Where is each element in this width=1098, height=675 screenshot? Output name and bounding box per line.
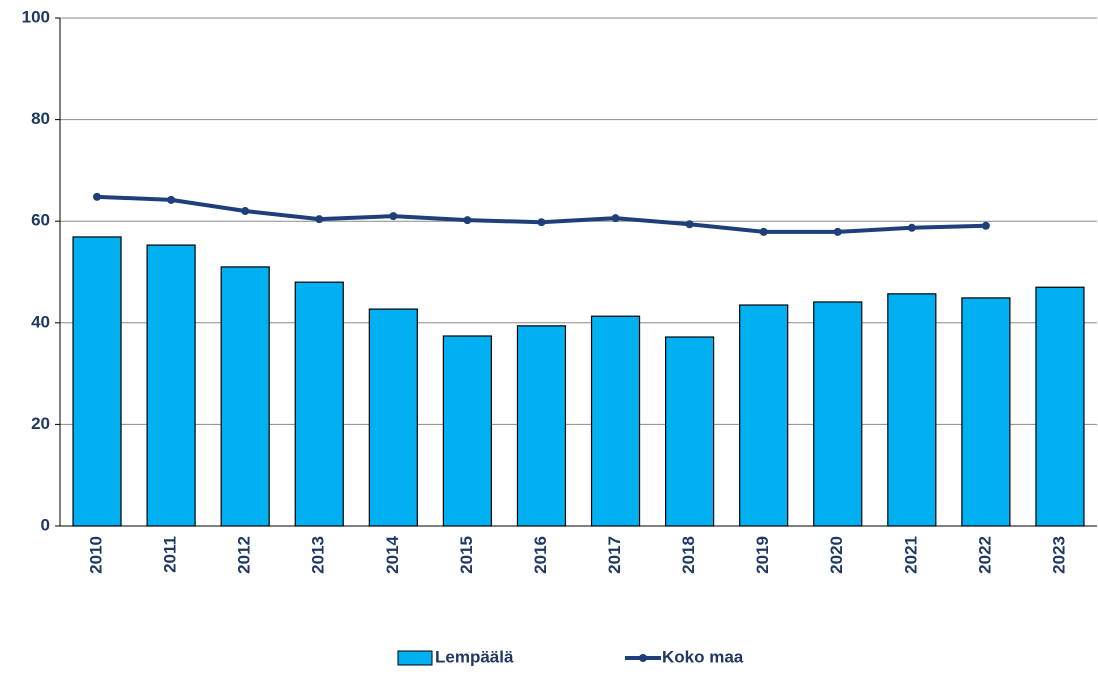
- y-tick-label: 100: [22, 7, 50, 26]
- x-tick-label: 2013: [309, 536, 328, 574]
- line-marker: [759, 227, 768, 236]
- legend-swatch: [397, 650, 433, 666]
- x-tick-label: 2019: [753, 536, 772, 574]
- x-tick-label: 2020: [827, 536, 846, 574]
- bar: [516, 325, 567, 527]
- x-tick-label: 2015: [457, 536, 476, 574]
- bar: [368, 308, 418, 527]
- line-marker: [833, 227, 842, 236]
- line-marker: [463, 216, 472, 225]
- bar: [813, 301, 863, 527]
- x-tick-label: 2022: [975, 536, 994, 574]
- line-marker: [685, 220, 694, 229]
- bar: [887, 293, 937, 527]
- x-tick-label: 2011: [161, 536, 180, 573]
- line-marker: [389, 212, 398, 221]
- x-tick-label: 2021: [901, 536, 920, 574]
- y-tick-label: 20: [31, 414, 50, 433]
- y-tick-label: 40: [31, 312, 50, 331]
- legend-marker: [639, 654, 647, 662]
- x-tick-label: 2018: [679, 536, 698, 574]
- y-tick-label: 0: [41, 515, 50, 534]
- bar: [294, 281, 344, 527]
- x-tick-label: 2023: [1049, 536, 1068, 574]
- bar: [739, 304, 789, 527]
- line-marker: [907, 223, 916, 232]
- y-tick-label: 80: [31, 109, 50, 128]
- x-tick-label: 2016: [531, 536, 550, 574]
- bar: [961, 297, 1011, 527]
- line-marker: [241, 207, 250, 216]
- x-tick-label: 2014: [383, 535, 402, 573]
- bar: [220, 266, 270, 527]
- x-tick-label: 2017: [605, 536, 624, 574]
- x-tick-label: 2010: [87, 536, 106, 574]
- line-marker: [611, 214, 620, 223]
- bar: [1035, 286, 1085, 527]
- y-tick-label: 60: [31, 211, 50, 230]
- bar: [665, 336, 715, 527]
- line-marker: [537, 218, 546, 227]
- line-marker: [315, 215, 324, 224]
- legend-label: Lempäälä: [435, 647, 514, 666]
- line-marker: [981, 221, 990, 230]
- line: [96, 194, 986, 234]
- bar: [442, 335, 492, 527]
- bar: [72, 236, 122, 527]
- x-tick-label: 2012: [235, 536, 254, 574]
- legend-label: Koko maa: [662, 647, 744, 666]
- bar: [146, 244, 196, 527]
- line-marker: [167, 195, 176, 204]
- line-marker: [93, 192, 102, 201]
- bar: [590, 315, 641, 527]
